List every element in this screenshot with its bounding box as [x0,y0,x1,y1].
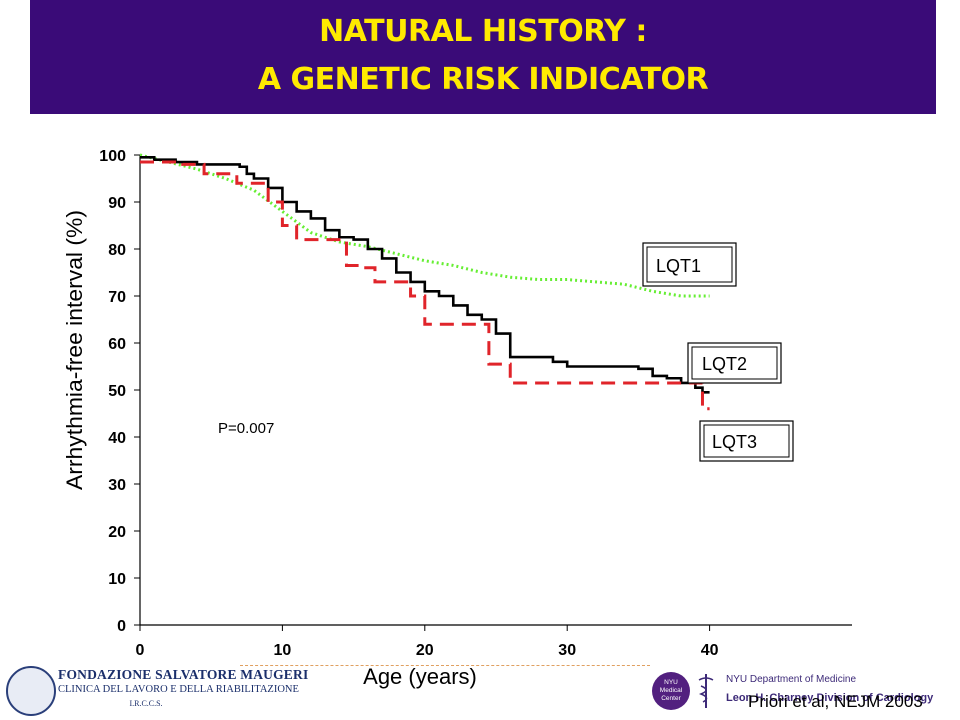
y-tick-label: 40 [108,430,126,447]
series-line-lqt3 [140,160,710,411]
legend-label-lqt1: LQT1 [656,256,701,276]
x-tick-label: 30 [558,642,576,659]
axes [139,155,852,626]
legend-box-lqt2: LQT2 [687,342,782,384]
title-line-1: NATURAL HISTORY : [319,14,647,49]
x-ticks: 0 10 20 30 40 [136,625,719,659]
y-tick-label: 70 [108,289,126,306]
caduceus-icon [698,674,714,708]
y-ticks: 0 10 20 30 40 50 60 70 80 90 100 [99,148,140,635]
title-banner: NATURAL HISTORY : A GENETIC RISK INDICAT… [30,0,936,114]
foundation-subtitle: CLINICA DEL LAVORO E DELLA RIABILITAZION… [58,684,299,695]
y-axis-title: Arrhythmia-free interval (%) [62,210,87,490]
legend-box-lqt3: LQT3 [699,420,794,462]
x-tick-label: 0 [136,642,145,659]
y-tick-label: 0 [117,618,126,635]
foundation-irccs: I.R.C.C.S. [129,699,163,708]
legend-box-lqt1: LQT1 [642,242,737,287]
title-line-2: A GENETIC RISK INDICATOR [257,62,709,97]
series-line-lqt2 [140,156,710,394]
y-tick-label: 60 [108,336,126,353]
y-tick-label: 90 [108,195,126,212]
nyu-logo-icon: NYU Medical Center [652,672,690,710]
y-tick-label: 100 [99,148,126,165]
series-line-lqt1 [139,153,710,298]
nyu-department: NYU Department of Medicine [726,674,857,685]
legend-label-lqt2: LQT2 [702,354,747,374]
series [139,153,710,411]
footer-divider [240,665,650,666]
y-tick-label: 30 [108,477,126,494]
y-tick-label: 50 [108,383,126,400]
x-tick-label: 20 [416,642,434,659]
legend-label-lqt3: LQT3 [712,432,757,452]
nyu-division: Leon H. Charney Division of Cardiology [726,692,934,704]
foundation-name: FONDAZIONE SALVATORE MAUGERI [58,667,309,682]
p-value-annotation: P=0.007 [218,420,274,437]
foundation-emblem-icon [6,666,56,716]
y-tick-label: 20 [108,524,126,541]
x-axis-title: Age (years) [363,664,477,689]
x-tick-label: 40 [701,642,719,659]
nyu-logo-text: NYU Medical Center [659,679,683,702]
y-tick-label: 10 [108,571,126,588]
citation: Priori et al, NEJM 2003 [748,692,923,711]
y-tick-label: 80 [108,242,126,259]
x-tick-label: 10 [274,642,292,659]
